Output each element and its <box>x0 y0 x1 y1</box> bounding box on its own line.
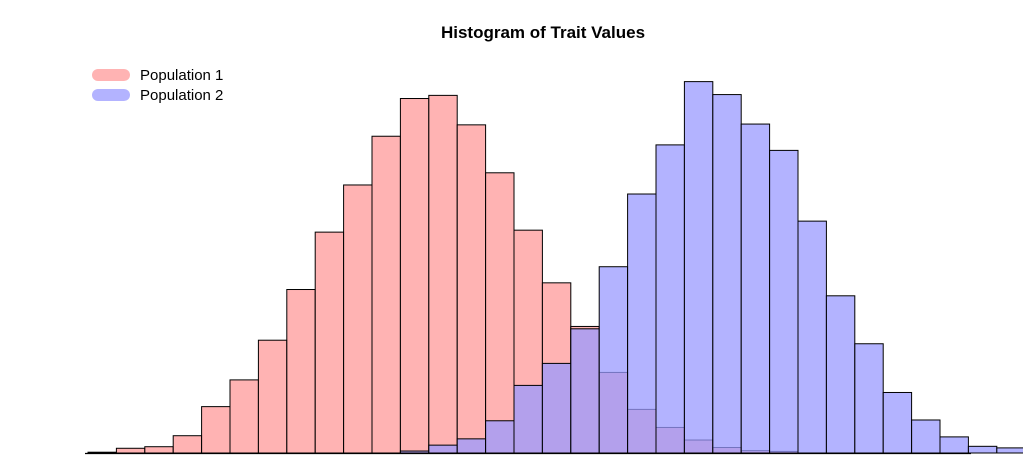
bar-population-2-bin-21 <box>683 81 714 454</box>
bar-population-1-bin-1 <box>115 447 146 454</box>
bar-population-2-bin-17 <box>570 328 600 454</box>
bar-population-2-bin-20 <box>655 144 685 454</box>
bar-population-1-bin-2 <box>144 446 174 454</box>
bar-population-1-bin-6 <box>257 339 288 454</box>
bar-population-2-bin-14 <box>485 420 515 454</box>
bar-population-1-bin-12 <box>428 94 458 454</box>
bar-population-2-bin-24 <box>769 149 799 454</box>
bar-population-1-bin-3 <box>172 435 203 454</box>
bar-population-1-bin-8 <box>314 231 345 454</box>
legend-swatch-population-2 <box>92 89 130 101</box>
bar-population-2-bin-28 <box>882 391 913 454</box>
legend: Population 1 Population 2 <box>92 67 223 104</box>
bar-population-1-bin-0 <box>87 451 117 454</box>
bar-population-1-bin-13 <box>456 124 487 454</box>
bar-population-2-bin-15 <box>513 384 543 454</box>
bar-population-1-bin-14 <box>485 172 515 454</box>
bar-population-2-bin-27 <box>854 343 884 454</box>
bar-population-1-bin-11 <box>399 98 430 454</box>
bar-population-2-bin-23 <box>740 123 771 454</box>
bars-layer <box>87 81 1023 454</box>
bar-population-1-bin-7 <box>286 289 316 454</box>
bar-population-2-bin-26 <box>825 295 856 454</box>
legend-swatch-population-1 <box>92 69 130 81</box>
bar-population-2-bin-13 <box>456 438 487 454</box>
bar-population-1-bin-5 <box>229 379 259 454</box>
bar-population-2-bin-30 <box>939 436 969 454</box>
bar-population-2-bin-12 <box>428 444 458 454</box>
bar-population-1-bin-10 <box>371 135 401 454</box>
chart-title: Histogram of Trait Values <box>441 23 645 42</box>
bar-population-1-bin-4 <box>201 406 231 454</box>
bar-population-2-bin-31 <box>967 445 998 454</box>
legend-label-population-2: Population 2 <box>140 87 223 104</box>
bar-population-2-bin-11 <box>399 450 430 454</box>
bar-population-2-bin-19 <box>627 193 657 454</box>
bar-population-1-bin-9 <box>343 184 373 454</box>
bar-population-2-bin-32 <box>996 447 1023 454</box>
bar-population-2-bin-22 <box>712 94 742 454</box>
bar-population-2-bin-29 <box>911 419 941 454</box>
bar-population-2-bin-16 <box>541 362 572 454</box>
legend-label-population-1: Population 1 <box>140 67 223 84</box>
bar-population-2-bin-18 <box>598 266 629 454</box>
bar-population-2-bin-25 <box>797 220 827 454</box>
